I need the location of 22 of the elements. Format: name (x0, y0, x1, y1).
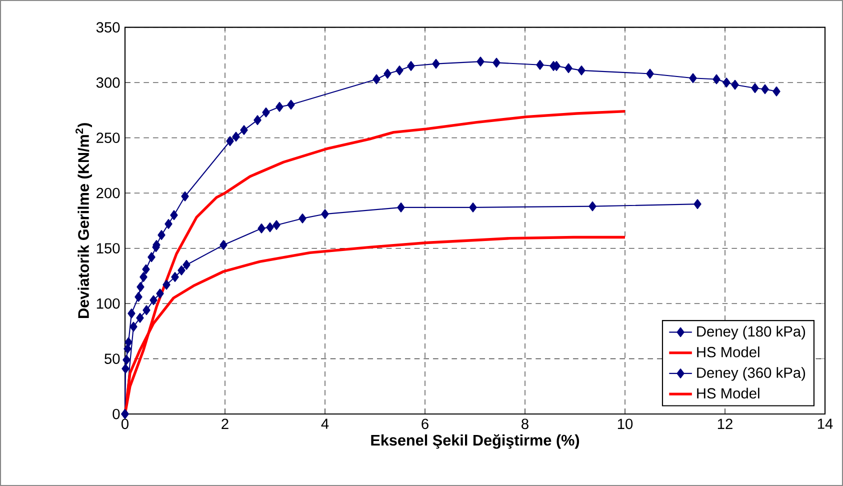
legend-label: HS Model (697, 346, 760, 358)
y-axis-title: Deviatorik Gerilme (KN/m$^{2}$) (76, 123, 92, 318)
legend-label: Deney (180 kPa) (697, 326, 806, 340)
x-tick-label: 14 (818, 418, 833, 429)
x-tick-label: 2 (222, 418, 228, 429)
legend-label: HS Model (697, 388, 760, 399)
x-axis-title: Eksenel Şekil Değiştirme (%) (371, 434, 580, 449)
y-tick-label: 250 (96, 132, 120, 144)
y-tick-label: 200 (96, 188, 120, 198)
y-tick-label: 300 (96, 77, 120, 88)
y-tick-label: 50 (104, 354, 120, 364)
y-tick-label: 150 (96, 243, 120, 254)
x-tick-label: 6 (422, 418, 428, 430)
x-tick-label: 12 (718, 418, 732, 429)
y-tick-label: 0 (112, 408, 120, 420)
x-tick-label: 4 (321, 418, 329, 429)
y-tick-label: 100 (96, 298, 120, 309)
legend-label: Deney (360 kPa) (697, 367, 806, 381)
y-tick-label: 350 (96, 22, 120, 33)
x-tick-label: 8 (522, 418, 528, 430)
x-tick-label: 10 (618, 418, 633, 430)
x-tick-label: 0 (121, 418, 128, 430)
